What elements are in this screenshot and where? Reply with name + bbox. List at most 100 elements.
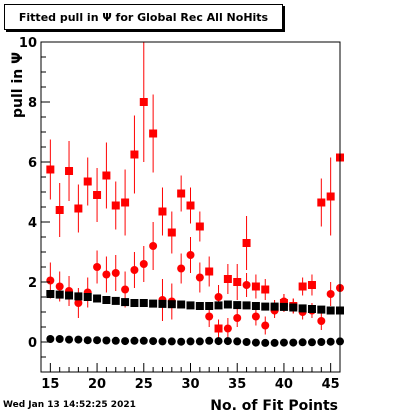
y-tick-label: 4	[28, 216, 37, 231]
data-point-circle	[242, 338, 251, 346]
axis-layer: 15 20 25 30 35 40 45 0 2 4 6 8 10	[19, 36, 341, 392]
x-tick-label: 40	[275, 377, 293, 392]
data-point-square	[149, 299, 158, 308]
data-point-circle	[279, 338, 288, 347]
x-tick-label: 25	[135, 377, 153, 392]
data-point-circle	[83, 336, 92, 345]
y-tick-label: 8	[28, 96, 37, 111]
data-point-circle	[195, 337, 204, 346]
data-point-square	[167, 228, 176, 237]
data-point-circle	[93, 263, 102, 271]
data-point-circle	[93, 336, 102, 345]
data-point-square	[55, 290, 64, 299]
data-point-circle	[111, 269, 120, 277]
data-point-circle	[317, 338, 326, 346]
data-point-square	[177, 189, 186, 198]
x-axis-label: No. of Fit Points	[210, 398, 338, 414]
data-point-circle	[102, 336, 111, 345]
data-point-square	[307, 305, 316, 313]
data-point-square	[46, 290, 55, 298]
data-point-circle	[186, 251, 195, 259]
data-point-square	[270, 302, 279, 311]
data-point-circle	[121, 337, 130, 346]
data-point-square	[195, 222, 204, 231]
data-point-square	[102, 171, 111, 180]
data-point-square	[55, 206, 64, 214]
series-2	[46, 222, 344, 339]
data-point-square	[130, 299, 139, 307]
data-point-circle	[261, 321, 270, 330]
data-point-square	[289, 303, 298, 312]
y-tick-label: 10	[19, 36, 37, 51]
series-1	[46, 42, 344, 338]
data-point-circle	[233, 337, 242, 346]
data-point-square	[186, 201, 195, 210]
data-point-circle	[55, 335, 64, 343]
data-point-circle	[205, 312, 214, 321]
data-point-circle	[130, 266, 139, 274]
data-point-square	[46, 165, 55, 174]
data-point-circle	[317, 317, 326, 325]
data-point-circle	[251, 312, 260, 321]
data-point-square	[317, 305, 326, 314]
data-point-square	[186, 301, 195, 310]
y-tick-label: 0	[28, 336, 37, 351]
data-point-square	[251, 302, 260, 310]
data-point-square	[177, 300, 186, 309]
data-point-circle	[46, 276, 55, 285]
data-point-square	[242, 301, 251, 310]
data-point-square	[65, 291, 74, 300]
x-tick-label: 20	[88, 377, 106, 392]
data-point-square	[93, 294, 102, 303]
data-point-square	[121, 198, 130, 207]
data-point-square	[205, 302, 214, 310]
data-point-circle	[102, 270, 111, 279]
data-point-circle	[205, 336, 214, 345]
data-point-square	[223, 300, 232, 309]
data-point-square	[65, 167, 74, 175]
data-point-square	[214, 301, 223, 310]
data-point-square	[261, 285, 270, 294]
data-point-square	[317, 198, 326, 207]
data-point-circle	[177, 337, 186, 346]
data-point-square	[242, 239, 251, 247]
y-axis-label: pull in Ψ	[10, 52, 26, 118]
data-point-circle	[223, 324, 232, 333]
data-point-square	[111, 296, 120, 305]
data-point-square	[279, 302, 288, 311]
data-point-square	[139, 98, 148, 106]
data-point-square	[214, 324, 223, 333]
data-point-square	[74, 204, 83, 213]
data-point-circle	[46, 335, 55, 343]
data-point-circle	[149, 337, 158, 346]
data-point-circle	[65, 335, 74, 344]
data-point-square	[251, 282, 260, 291]
data-point-square	[298, 304, 307, 313]
data-point-circle	[74, 299, 83, 307]
data-point-circle	[326, 290, 335, 298]
x-tick-label: 15	[41, 377, 59, 392]
data-point-square	[205, 267, 214, 276]
data-point-circle	[158, 337, 167, 346]
data-point-circle	[289, 338, 298, 347]
data-point-square	[102, 296, 111, 304]
y-tick-label: 6	[28, 156, 37, 171]
data-point-circle	[121, 285, 130, 294]
data-point-square	[139, 299, 148, 307]
data-point-square	[130, 150, 139, 159]
data-point-square	[93, 191, 102, 199]
data-point-circle	[214, 337, 223, 346]
data-point-square	[121, 298, 130, 307]
data-point-square	[74, 292, 83, 301]
data-point-circle	[261, 338, 270, 347]
data-point-square	[158, 207, 167, 216]
data-point-circle	[177, 264, 186, 273]
data-point-circle	[74, 335, 83, 344]
data-point-square	[233, 301, 242, 310]
data-point-square	[233, 278, 242, 286]
data-point-circle	[307, 338, 316, 347]
data-point-circle	[326, 337, 335, 346]
series-4	[46, 335, 344, 347]
data-point-circle	[167, 337, 176, 346]
